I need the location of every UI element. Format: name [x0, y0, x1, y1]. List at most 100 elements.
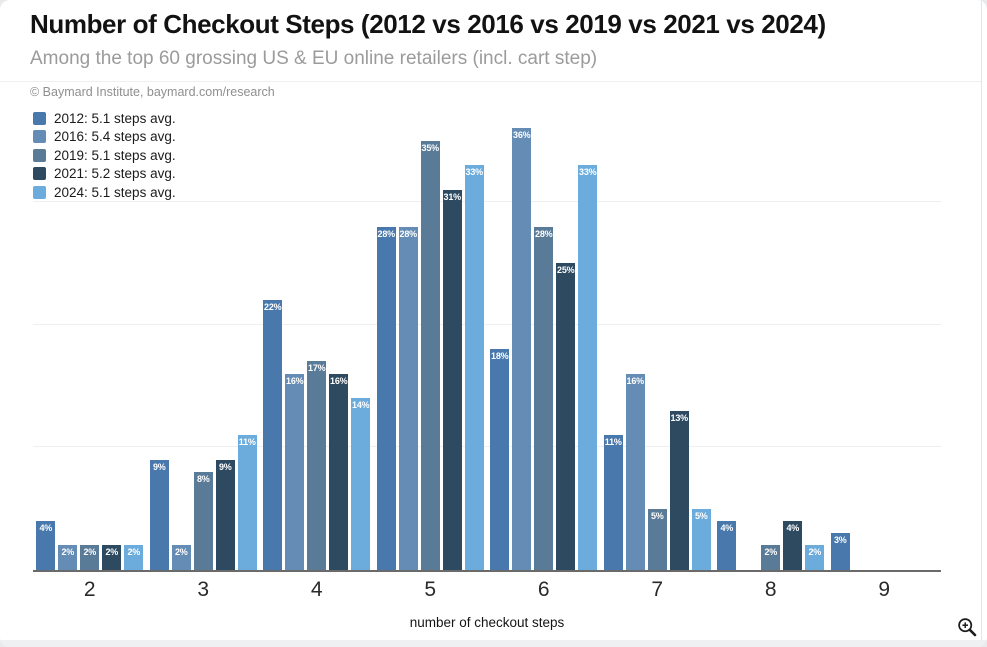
bar-chart: 4% 2% 2% 2% 2% 9% 2% 8% 9% 11% 22% 16% 17% 16% 14% 28% 2… [33, 110, 941, 630]
bar-2024-steps-2: 2% [124, 545, 144, 570]
bar-value-label: 2% [105, 547, 119, 557]
axis-tick-5: 5 [424, 578, 437, 601]
axis-ticks: 2 3 4 5 6 7 8 9 [33, 578, 941, 602]
bar-value-label: 2% [83, 547, 97, 557]
bar-2021-steps-7: 13% [669, 411, 689, 570]
bar-group-6: 18% 36% 28% 25% 33% [487, 110, 601, 570]
bar-value-label: 28% [377, 229, 396, 239]
legend-label: 2024: 5.1 steps avg. [54, 184, 176, 200]
legend-item-2016: 2016: 5.4 steps avg. [33, 128, 176, 147]
bar-value-label: 5% [650, 511, 664, 521]
legend-item-2019: 2019: 5.1 steps avg. [33, 146, 176, 165]
bar-2012-steps-5: 28% [376, 227, 396, 570]
legend-swatch [33, 111, 46, 125]
plot-right-border [981, 0, 982, 640]
axis-tick-2: 2 [83, 578, 96, 601]
attribution: © Baymard Institute, baymard.com/researc… [30, 85, 275, 99]
legend-label: 2019: 5.1 steps avg. [54, 147, 176, 163]
legend-swatch [33, 130, 46, 144]
axis-tick-7: 7 [651, 578, 664, 601]
bar-2019-steps-7: 5% [647, 509, 667, 570]
bar-group-5: 28% 28% 35% 31% 33% [374, 110, 488, 570]
bar-value-label: 28% [535, 229, 553, 239]
bar-value-label: 35% [421, 143, 440, 153]
x-axis-label: number of checkout steps [409, 615, 565, 630]
bar-value-label: 3% [833, 535, 847, 545]
legend-item-2012: 2012: 5.1 steps avg. [33, 109, 176, 128]
bar-2019-steps-5: 35% [420, 141, 440, 570]
bar-value-label: 14% [352, 400, 370, 410]
legend-item-2024: 2024: 5.1 steps avg. [33, 183, 176, 202]
bar-2012-steps-3: 9% [149, 460, 169, 570]
legend-swatch [33, 185, 46, 199]
gridline-30 [33, 201, 941, 202]
bar-value-label: 11% [604, 437, 622, 447]
axis-tick-3: 3 [197, 578, 210, 601]
legend-label: 2016: 5.4 steps avg. [54, 129, 176, 145]
bar-2012-steps-6: 18% [490, 349, 510, 570]
bar-value-label: 11% [238, 437, 256, 447]
axis-tick-9: 9 [878, 578, 891, 601]
zoom-in-magnifier-icon [956, 616, 978, 638]
bar-2016-steps-3: 2% [171, 545, 191, 570]
bar-value-label: 16% [330, 376, 348, 386]
bar-value-label: 9% [152, 462, 166, 472]
legend-item-2021: 2021: 5.2 steps avg. [33, 165, 176, 184]
bar-value-label: 33% [579, 167, 597, 177]
bar-2012-steps-7: 11% [603, 435, 623, 570]
bar-value-label: 28% [399, 229, 418, 239]
legend: 2012: 5.1 steps avg. 2016: 5.4 steps avg.… [33, 109, 176, 202]
zoom-in-button[interactable] [954, 614, 980, 640]
legend-swatch [33, 148, 46, 162]
bar-2021-steps-2: 2% [102, 545, 122, 570]
chart-subtitle: Among the top 60 grossing US & EU online… [30, 48, 598, 69]
bar-group-2: 4% 2% 2% 2% 2% [33, 110, 147, 570]
window-bottom-edge [0, 640, 987, 647]
bar-value-label: 25% [557, 265, 575, 275]
bar-2019-steps-4: 17% [307, 361, 327, 570]
plot-groups: 4% 2% 2% 2% 2% 9% 2% 8% 9% 11% 22% 16% 17% 16% 14% 28% 2… [33, 110, 941, 572]
bar-2021-steps-5: 31% [442, 190, 462, 570]
bar-value-label: 16% [286, 376, 304, 386]
bar-value-label: 18% [491, 351, 509, 361]
bar-2019-steps-3: 8% [193, 472, 213, 570]
bar-2016-steps-2: 2% [58, 545, 78, 570]
bar-2012-steps-9: 3% [830, 533, 850, 570]
bar-value-label: 4% [786, 523, 800, 533]
bar-2016-steps-6: 36% [512, 128, 532, 570]
bar-group-4: 22% 16% 17% 16% 14% [260, 110, 374, 570]
bar-2021-steps-6: 25% [556, 263, 576, 570]
bar-group-7: 11% 16% 5% 13% 5% [601, 110, 715, 570]
header-divider [0, 81, 982, 82]
bar-2019-steps-6: 28% [534, 227, 554, 570]
bar-value-label: 4% [39, 523, 53, 533]
bar-value-label: 13% [670, 413, 689, 423]
bar-group-9: 3% [828, 110, 942, 570]
bar-2021-steps-4: 16% [329, 374, 349, 570]
axis-tick-8: 8 [764, 578, 777, 601]
bar-group-3: 9% 2% 8% 9% 11% [147, 110, 261, 570]
bar-2016-steps-5: 28% [398, 227, 418, 570]
chart-title: Number of Checkout Steps (2012 vs 2016 v… [30, 9, 826, 39]
bar-2012-steps-8: 4% [717, 521, 737, 570]
bar-2024-steps-6: 33% [578, 165, 598, 570]
bar-group-8: 4% 2% 4% 2% [714, 110, 828, 570]
legend-swatch [33, 167, 46, 181]
axis-tick-4: 4 [310, 578, 323, 601]
bar-2012-steps-4: 22% [263, 300, 283, 570]
bar-value-label: 33% [465, 167, 484, 177]
bar-2024-steps-3: 11% [237, 435, 257, 570]
bar-value-label: 17% [308, 363, 326, 373]
legend-label: 2012: 5.1 steps avg. [54, 110, 176, 126]
bar-value-label: 8% [196, 474, 210, 484]
bar-2019-steps-8: 2% [761, 545, 781, 570]
bar-2016-steps-4: 16% [285, 374, 305, 570]
gridline-10 [33, 446, 941, 447]
bar-value-label: 31% [443, 192, 462, 202]
bar-value-label: 16% [626, 376, 645, 386]
bar-value-label: 2% [127, 547, 141, 557]
bar-value-label: 2% [61, 547, 75, 557]
legend-label: 2021: 5.2 steps avg. [54, 166, 176, 182]
bar-2021-steps-8: 4% [783, 521, 803, 570]
